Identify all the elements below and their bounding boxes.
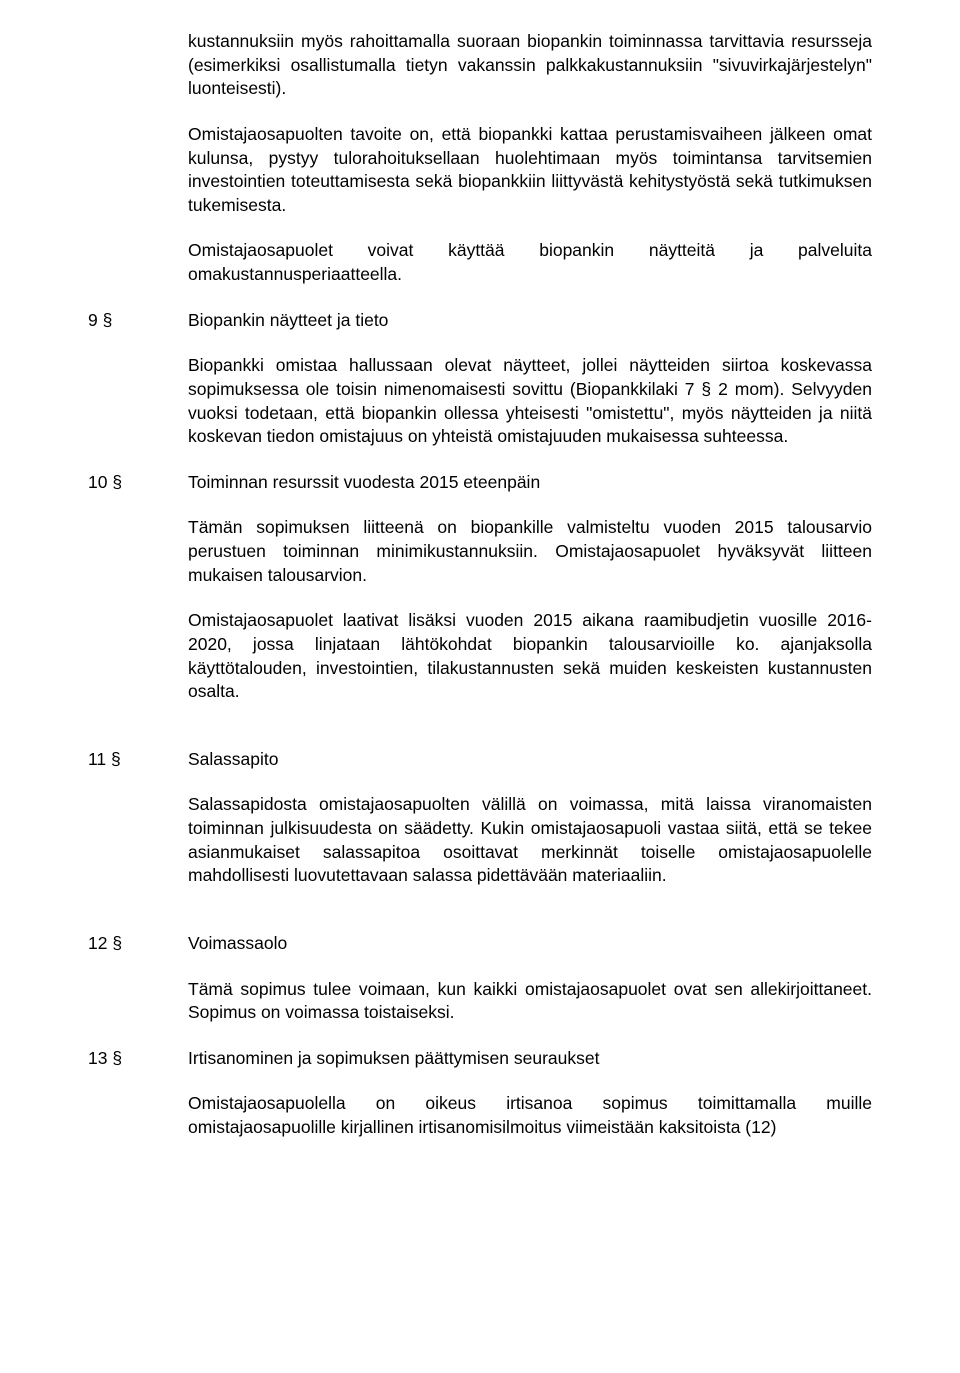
section-number: 10 §: [88, 471, 188, 495]
section-title: Biopankin näytteet ja tieto: [188, 309, 872, 333]
section-title: Toiminnan resurssit vuodesta 2015 eteenp…: [188, 471, 872, 495]
section-12-paragraph-1: Tämä sopimus tulee voimaan, kun kaikki o…: [188, 978, 872, 1025]
section-title: Voimassaolo: [188, 932, 872, 956]
intro-paragraph-2: Omistajaosapuolten tavoite on, että biop…: [188, 123, 872, 218]
section-number: 11 §: [88, 748, 188, 772]
section-10-paragraph-1: Tämän sopimuksen liitteenä on biopankill…: [188, 516, 872, 587]
section-title: Salassapito: [188, 748, 872, 772]
section-11-heading: 11 § Salassapito: [88, 748, 872, 772]
section-10-heading: 10 § Toiminnan resurssit vuodesta 2015 e…: [88, 471, 872, 495]
intro-paragraph-3: Omistajaosapuolet voivat käyttää biopank…: [188, 239, 872, 286]
section-number: 13 §: [88, 1047, 188, 1071]
section-13-paragraph-1: Omistajaosapuolella on oikeus irtisanoa …: [188, 1092, 872, 1139]
section-10-paragraph-2: Omistajaosapuolet laativat lisäksi vuode…: [188, 609, 872, 704]
section-13-heading: 13 § Irtisanominen ja sopimuksen päättym…: [88, 1047, 872, 1071]
section-title: Irtisanominen ja sopimuksen päättymisen …: [188, 1047, 872, 1071]
section-9-paragraph-1: Biopankki omistaa hallussaan olevat näyt…: [188, 354, 872, 449]
section-12-heading: 12 § Voimassaolo: [88, 932, 872, 956]
section-11-paragraph-1: Salassapidosta omistajaosapuolten välill…: [188, 793, 872, 888]
section-number: 9 §: [88, 309, 188, 333]
section-9-heading: 9 § Biopankin näytteet ja tieto: [88, 309, 872, 333]
section-number: 12 §: [88, 932, 188, 956]
intro-paragraph-1: kustannuksiin myös rahoittamalla suoraan…: [188, 30, 872, 101]
